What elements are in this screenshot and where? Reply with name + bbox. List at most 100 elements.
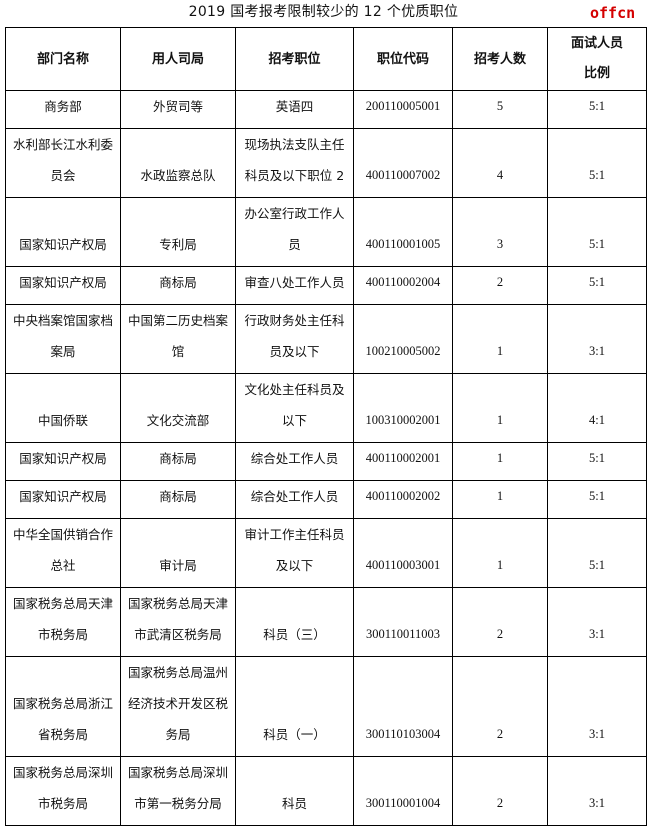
cell-text: 1: [496, 451, 504, 465]
table-row: 中国侨联 文化交流部 文化处主任科员及 以下 100310002001 1 4:1: [5, 373, 647, 443]
cell-ratio: 5:1: [547, 518, 647, 588]
cell-text: 国家知识产权局: [19, 237, 107, 252]
cell-text: 科员及以下职位 2: [244, 168, 345, 183]
cell-text: 5: [496, 99, 504, 113]
cell-text: 外贸司等: [152, 99, 203, 114]
cell-bureau: 中国第二历史档案馆: [120, 304, 236, 374]
cell-text: 2: [496, 275, 504, 289]
cell-text: 现场执法支队主任: [244, 137, 345, 152]
cell-text: 科员（一）: [263, 727, 326, 742]
cell-text: 国家税务总局天津: [12, 596, 113, 611]
cell-bureau: 商标局: [120, 480, 236, 519]
cell-position: 审查八处工作人员: [235, 266, 354, 305]
header-text: 招考职位: [268, 51, 321, 67]
cell-department: 中央档案馆国家档 案局: [5, 304, 121, 374]
cell-position: 现场执法支队主任 科员及以下职位 2: [235, 128, 354, 198]
cell-text: 总社: [50, 558, 76, 573]
cell-ratio: 3:1: [547, 304, 647, 374]
cell-text: 5:1: [589, 489, 605, 503]
table-row: 商务部 外贸司等 英语四 200110005001 5 5:1: [5, 90, 647, 129]
cell-department: 国家知识产权局: [5, 266, 121, 305]
cell-department: 国家知识产权局: [5, 442, 121, 481]
table-header-row: 部门名称 用人司局 招考职位 职位代码 招考人数 面试人员 比例: [5, 27, 647, 91]
cell-count: 1: [452, 518, 548, 588]
cell-text: 5:1: [589, 275, 605, 289]
cell-code: 400110002004: [353, 266, 453, 305]
header-department: 部门名称: [5, 27, 121, 91]
cell-bureau: 商标局: [120, 266, 236, 305]
cell-text: 中国第二历史档案: [127, 313, 228, 328]
cell-text: 国家税务总局天津: [127, 596, 228, 611]
header-ratio: 面试人员 比例: [547, 27, 647, 91]
cell-text: 审计工作主任科员: [244, 527, 345, 542]
cell-text: 400110002004: [365, 275, 441, 289]
cell-text: 100210005002: [365, 344, 441, 358]
cell-ratio: 5:1: [547, 128, 647, 198]
cell-department: 国家知识产权局: [5, 480, 121, 519]
cell-text: 100310002001: [365, 413, 441, 427]
page-title: 2019 国考报考限制较少的 12 个优质职位: [188, 4, 459, 20]
cell-text: 案局: [50, 344, 76, 359]
cell-text: 5:1: [589, 99, 605, 113]
cell-department: 国家税务总局天津 市税务局: [5, 587, 121, 657]
table-row: 国家知识产权局 专利局 办公室行政工作人员 400110001005 3 5:1: [5, 197, 647, 267]
cell-count: 4: [452, 128, 548, 198]
cell-ratio: 3:1: [547, 756, 647, 826]
cell-text: 3:1: [589, 727, 605, 741]
cell-code: 400110002002: [353, 480, 453, 519]
cell-text: 科员（三）: [263, 627, 326, 642]
cell-ratio: 5:1: [547, 442, 647, 481]
cell-text: 综合处工作人员: [250, 451, 339, 466]
cell-text: 文化处主任科员及: [244, 382, 345, 397]
cell-department: 中华全国供销合作 总社: [5, 518, 121, 588]
header-text: 部门名称: [36, 51, 89, 67]
cell-text: 5:1: [589, 451, 605, 465]
cell-department: 中国侨联: [5, 373, 121, 443]
cell-text: 4:1: [589, 413, 605, 427]
cell-count: 1: [452, 480, 548, 519]
cell-bureau: 审计局: [120, 518, 236, 588]
cell-count: 2: [452, 587, 548, 657]
cell-text: 务局: [165, 727, 191, 742]
cell-text: 5:1: [589, 558, 605, 572]
cell-position: 审计工作主任科员 及以下: [235, 518, 354, 588]
header-count: 招考人数: [452, 27, 548, 91]
cell-bureau: 商标局: [120, 442, 236, 481]
cell-text: 国家知识产权局: [19, 489, 107, 504]
cell-code: 100210005002: [353, 304, 453, 374]
header-text: 用人司局: [151, 51, 204, 67]
cell-text: 400110002001: [365, 451, 441, 465]
cell-bureau: 国家税务总局天津 市武清区税务局: [120, 587, 236, 657]
table-row: 国家知识产权局 商标局 审查八处工作人员 400110002004 2 5:1: [5, 266, 647, 305]
cell-ratio: 5:1: [547, 197, 647, 267]
cell-department: 水利部长江水利委 员会: [5, 128, 121, 198]
header-position: 招考职位: [235, 27, 354, 91]
cell-code: 400110002001: [353, 442, 453, 481]
cell-bureau: 水政监察总队: [120, 128, 236, 198]
cell-text: 商标局: [159, 275, 197, 290]
header-bureau: 用人司局: [120, 27, 236, 91]
cell-position: 科员（三）: [235, 587, 354, 657]
table-row: 中华全国供销合作 总社 审计局 审计工作主任科员 及以下 400110003001 1 5:1: [5, 518, 647, 588]
cell-position: 综合处工作人员: [235, 442, 354, 481]
cell-position: 科员（一）: [235, 656, 354, 757]
cell-text: 国家税务总局浙江: [12, 696, 113, 711]
cell-count: 1: [452, 373, 548, 443]
cell-text: 1: [496, 489, 504, 503]
cell-text: 2: [496, 727, 504, 741]
cell-code: 300110001004: [353, 756, 453, 826]
cell-text: 400110002002: [365, 489, 441, 503]
cell-text: 行政财务处主任科: [244, 313, 345, 328]
cell-count: 1: [452, 304, 548, 374]
cell-text: 国家税务总局深圳: [12, 765, 113, 780]
cell-text: 国家知识产权局: [19, 275, 107, 290]
cell-text: 中华全国供销合作: [12, 527, 113, 542]
cell-text: 中国侨联: [37, 413, 88, 428]
header-text: 职位代码: [376, 51, 429, 67]
header-text: 招考人数: [473, 51, 526, 67]
cell-text: 水政监察总队: [140, 168, 216, 183]
cell-text: 以下: [281, 413, 307, 428]
cell-count: 5: [452, 90, 548, 129]
cell-department: 国家知识产权局: [5, 197, 121, 267]
cell-code: 400110001005: [353, 197, 453, 267]
